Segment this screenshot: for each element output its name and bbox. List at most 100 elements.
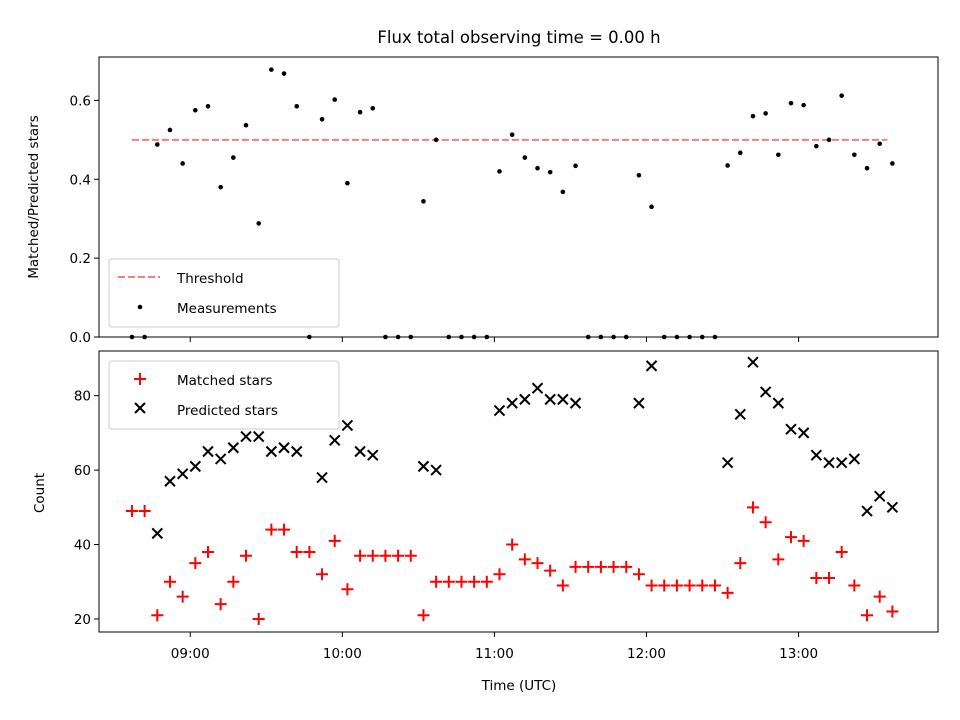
predicted-stars-point (506, 397, 518, 409)
count-y-tick-label: 20 (74, 612, 91, 628)
measurement-point (522, 155, 528, 160)
measurement-point (877, 141, 883, 147)
matched-stars-point (430, 575, 443, 588)
ratio-x-ticks (189, 337, 800, 342)
count-x-tick-label: 09:00 (171, 646, 210, 662)
matched-stars-point (797, 534, 810, 547)
predicted-stars-point (367, 449, 379, 461)
matched-stars-point (645, 579, 658, 592)
matched-stars-point (784, 531, 797, 544)
measurement-point (788, 100, 794, 106)
matched-stars-point (772, 553, 785, 566)
predicted-stars-point (645, 360, 658, 372)
measurement-point (890, 161, 895, 166)
matched-stars-point (544, 564, 557, 577)
measurement-point (154, 142, 160, 147)
measurement-point (801, 102, 806, 108)
measurement-point (180, 161, 185, 166)
predicted-stars-point (164, 475, 176, 487)
measurement-point (332, 97, 338, 102)
predicted-stars-point (430, 464, 442, 476)
predicted-stars-point (810, 449, 823, 461)
matched-stars-point (721, 586, 734, 599)
matched-stars-point (518, 553, 531, 566)
measurements-legend-label: Measurements (177, 301, 277, 317)
ratio-y-tick-label: 0.0 (70, 330, 91, 346)
matched-stars-point (404, 549, 417, 562)
matched-stars-point (392, 549, 405, 562)
matched-stars-point (594, 560, 607, 573)
measurement-point (370, 105, 376, 111)
predicted-stars-point (721, 456, 734, 469)
measurement-point (776, 152, 781, 158)
measurement-point (649, 204, 654, 210)
measurement-point (763, 111, 768, 116)
matched-stars-point (658, 579, 671, 592)
count-y-ticks: 20 40 60 80 (74, 389, 99, 628)
matched-stars-point (290, 545, 303, 558)
measurement-point (573, 163, 578, 169)
measurement-point (433, 137, 439, 143)
ratio-marks (129, 67, 895, 340)
predicted-stars-point (493, 404, 506, 417)
matched-stars-point (252, 612, 265, 625)
matched-stars-point (278, 523, 291, 536)
matched-stars-point (670, 579, 683, 592)
count-panel: 20 40 60 80 09:00 10:00 11:00 12:00 13:00 Count… (32, 350, 939, 694)
predicted-stars-point (747, 356, 759, 368)
matched-stars-point (480, 575, 493, 588)
matched-stars-point (861, 609, 874, 622)
matched-stars-point (759, 516, 772, 529)
measurement-point (725, 163, 730, 168)
count-y-tick-label: 80 (74, 389, 91, 405)
matched-stars-point (189, 557, 202, 570)
ratio-y-tick-label: 0.4 (70, 172, 91, 188)
count-y-tick-label: 40 (74, 538, 91, 554)
time-x-axis-label: Time (UTC) (481, 678, 557, 694)
matched-stars-point (341, 583, 354, 596)
matched-legend-swatch (134, 373, 146, 385)
matched-stars-point (354, 549, 367, 562)
predicted-stars-point (202, 445, 214, 458)
matched-stars-point (163, 575, 176, 588)
predicted-stars-point (772, 397, 785, 409)
count-x-ticks: 09:00 10:00 11:00 12:00 13:00 (171, 632, 818, 662)
measurement-point (205, 103, 211, 109)
matched-stars-point (328, 534, 341, 547)
matched-stars-point (303, 545, 316, 558)
threshold-legend-label: Threshold (176, 271, 244, 287)
predicted-stars-point (227, 442, 240, 454)
ratio-y-tick-label: 0.2 (70, 251, 91, 267)
measurement-point (345, 180, 350, 186)
predicted-stars-point (848, 453, 861, 465)
measurement-point (636, 173, 642, 178)
matched-stars-point (696, 579, 709, 592)
count-x-tick-label: 10:00 (323, 646, 362, 662)
predicted-stars-point (329, 434, 341, 447)
predicted-stars-point (569, 397, 582, 409)
matched-stars-point (227, 575, 240, 588)
measurement-point (497, 169, 502, 174)
measurement-point (535, 165, 540, 171)
measurement-point (167, 127, 173, 133)
matched-stars-point (417, 609, 430, 622)
predicted-stars-point (151, 527, 164, 540)
measurement-point (839, 93, 844, 98)
matched-stars-point (240, 549, 253, 562)
predicted-stars-point (861, 505, 873, 517)
measurement-point (319, 117, 325, 122)
matched-stars-point (493, 568, 506, 581)
predicted-stars-point (531, 382, 544, 394)
predicted-stars-point (240, 430, 252, 443)
count-y-tick-label: 60 (74, 463, 91, 479)
ratio-legend: Threshold Measurements (108, 258, 340, 328)
count-legend-box (108, 360, 340, 430)
predicted-stars-point (189, 460, 202, 473)
matched-stars-point (683, 579, 696, 592)
measurements-legend-swatch (137, 304, 143, 310)
measurement-point (826, 137, 832, 143)
measurement-point (243, 122, 249, 128)
count-legend: Matched stars Predicted stars (108, 360, 340, 430)
predicted-stars-point (316, 471, 328, 484)
